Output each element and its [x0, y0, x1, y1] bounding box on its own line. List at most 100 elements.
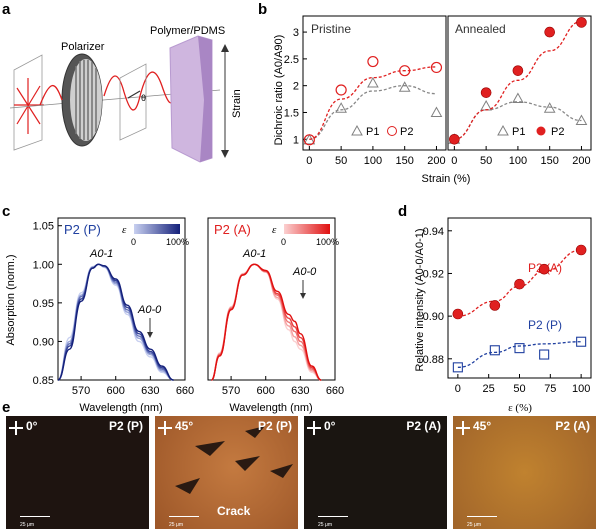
micrograph-4: 45° P2 (A) 25 μm [453, 416, 596, 529]
legend-p2-marker-annealed [536, 126, 546, 136]
panel-c: Absorption (norm.) P2 (P) P2 (A) Wavelen… [5, 217, 344, 414]
data-point [452, 362, 463, 373]
crack-shapes [175, 426, 293, 494]
data-point [335, 102, 347, 113]
b-pristine-title: Pristine [311, 22, 351, 36]
polarizer-grating [75, 60, 97, 140]
scale-bar-label: 25 μm [169, 522, 183, 528]
legend-p1-marker [351, 124, 363, 136]
fit-line [457, 341, 582, 368]
data-point [514, 278, 525, 290]
y-tick-label: 0.95 [33, 298, 54, 310]
x-tick-label: 0 [451, 155, 457, 167]
micrograph-3: 0° P2 (A) 25 μm [304, 416, 447, 529]
data-point [544, 26, 555, 38]
b-annealed-plot: 0 50 100 150 200 [448, 17, 591, 167]
micrograph-label: P2 (A) [406, 419, 441, 433]
y-tick-label: 0.90 [423, 311, 444, 323]
theta-label: θ [141, 93, 146, 103]
y-tick-label: 2.5 [284, 54, 299, 66]
data-point [514, 343, 525, 354]
data-point [303, 134, 315, 146]
x-tick-label: 100 [509, 155, 527, 167]
c-a-cbar-min: 0 [281, 237, 286, 247]
data-point [489, 300, 501, 311]
y-tick-label: 1 [293, 134, 299, 146]
y-tick-label: 0.92 [423, 268, 444, 280]
panel-label-d: d [398, 203, 407, 220]
legend-p1-marker-annealed [497, 124, 509, 136]
micrograph-angle: 0° [324, 419, 336, 433]
data-point [452, 308, 464, 320]
light-plane-1 [13, 54, 43, 151]
x-tick-label: 660 [176, 385, 194, 397]
y-tick-label: 0.85 [33, 375, 54, 387]
x-tick-label: 0 [455, 383, 461, 395]
crack-3 [235, 456, 260, 471]
scale-bar [467, 516, 497, 517]
series-line [210, 263, 322, 381]
b-ylabel: Dichroic ratio (A0/A90) [273, 35, 285, 146]
b-pristine-frame [302, 15, 447, 151]
d-xlabel: ε (%) [508, 402, 532, 414]
series-line [210, 263, 322, 381]
legend-p1-label-annealed: P1 [512, 126, 525, 138]
data-point [480, 87, 492, 98]
c-a-peak-label: A0-1 [242, 248, 266, 260]
c-a-shoulder-label: A0-0 [292, 266, 317, 278]
fit-line [454, 20, 582, 140]
crack-1 [195, 441, 225, 456]
crack-5 [270, 464, 293, 478]
polarizer-label: Polarizer [61, 41, 105, 53]
data-point [576, 17, 587, 28]
c-a-cbar-max: 100% [316, 237, 339, 247]
data-point [512, 65, 524, 76]
c-a-plot: 570 600 630 660 [210, 263, 344, 397]
scale-bar-label: 25 μm [467, 522, 481, 528]
micrograph-label: P2 (P) [257, 419, 292, 433]
micrograph-label: P2 (A) [555, 419, 590, 433]
x-tick-label: 660 [326, 385, 344, 397]
legend-p1-label: P1 [366, 126, 379, 138]
data-point [367, 76, 379, 88]
x-tick-label: 50 [335, 155, 347, 167]
unpolarized-arrows [14, 78, 44, 134]
data-point [449, 133, 460, 145]
c-p-title: P2 (P) [64, 222, 101, 237]
c-p-cbar-max: 100% [166, 237, 189, 247]
x-tick-label: 100 [364, 155, 382, 167]
polarized-arrow [127, 90, 141, 99]
legend-p2-label-annealed: P2 [551, 126, 564, 138]
b-pristine-legend: P1 P2 [351, 124, 413, 138]
data-point [367, 55, 379, 68]
series-line [210, 263, 322, 381]
panel-d: Relative intensity (A0-0/A0-1) ε (%) P2 … [414, 217, 592, 414]
micrograph-angle: 45° [175, 419, 194, 433]
strain-label: Strain [231, 89, 243, 118]
x-tick-label: 0 [306, 155, 312, 167]
y-tick-label: 2 [293, 81, 299, 93]
scale-bar-label: 25 μm [20, 522, 34, 528]
legend-p2-marker [387, 126, 397, 136]
b-annealed-frame [447, 15, 592, 151]
micrograph-label: P2 (P) [108, 419, 143, 433]
c-a-xlabel: Wavelength (nm) [229, 402, 312, 414]
series-line [57, 263, 174, 381]
c-p-shoulder-arrow-head [147, 332, 153, 338]
c-a-title: P2 (A) [214, 222, 251, 237]
scale-bar [169, 516, 199, 517]
scale-bar [318, 516, 348, 517]
y-tick-label: 0.90 [33, 336, 54, 348]
x-tick-label: 570 [222, 385, 240, 397]
x-tick-label: 50 [480, 155, 492, 167]
x-tick-label: 630 [141, 385, 159, 397]
schematic: Polarizer θ Polymer/PDMS Strain [9, 25, 243, 163]
d-ylabel: Relative intensity (A0-0/A0-1) [414, 228, 426, 371]
panel-label-e: e [2, 399, 10, 416]
sample-face [198, 36, 212, 162]
c-p-peak-label: A0-1 [89, 248, 113, 260]
light-plane-2 [119, 63, 147, 141]
data-point [538, 263, 550, 275]
micrograph-1: 0° P2 (P) 25 μm [6, 416, 149, 529]
